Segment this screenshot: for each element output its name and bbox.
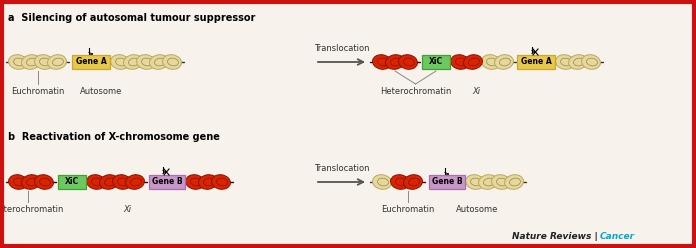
Ellipse shape <box>466 175 484 189</box>
Ellipse shape <box>86 175 105 189</box>
Text: Euchromatin: Euchromatin <box>381 205 435 214</box>
Ellipse shape <box>479 175 498 189</box>
Ellipse shape <box>150 55 168 69</box>
Ellipse shape <box>404 175 422 189</box>
Text: Nature Reviews |: Nature Reviews | <box>512 232 598 241</box>
FancyBboxPatch shape <box>149 175 185 189</box>
FancyBboxPatch shape <box>429 175 465 189</box>
Text: Heterochromatin: Heterochromatin <box>0 205 64 214</box>
Ellipse shape <box>495 55 514 69</box>
Ellipse shape <box>491 175 510 189</box>
Ellipse shape <box>212 175 230 189</box>
Text: Translocation: Translocation <box>314 44 370 53</box>
Text: Autosome: Autosome <box>456 205 498 214</box>
Text: a  Silencing of autosomal tumour suppressor: a Silencing of autosomal tumour suppress… <box>8 13 255 23</box>
Ellipse shape <box>186 175 205 189</box>
Ellipse shape <box>8 175 27 189</box>
Text: Cancer: Cancer <box>600 232 635 241</box>
Text: Gene A: Gene A <box>76 58 106 66</box>
Ellipse shape <box>35 55 54 69</box>
Ellipse shape <box>136 55 155 69</box>
FancyBboxPatch shape <box>422 55 450 69</box>
Text: Autosome: Autosome <box>80 87 122 96</box>
Text: Xi: Xi <box>123 205 131 214</box>
Ellipse shape <box>569 55 587 69</box>
Text: Heterochromatin: Heterochromatin <box>380 87 451 96</box>
Ellipse shape <box>372 175 391 189</box>
FancyBboxPatch shape <box>58 175 86 189</box>
Ellipse shape <box>505 175 523 189</box>
Ellipse shape <box>113 175 132 189</box>
Ellipse shape <box>111 55 129 69</box>
Text: Euchromatin: Euchromatin <box>11 87 65 96</box>
Ellipse shape <box>482 55 500 69</box>
Text: Gene B: Gene B <box>432 178 462 186</box>
Ellipse shape <box>47 55 66 69</box>
Text: Translocation: Translocation <box>314 164 370 173</box>
Text: XiC: XiC <box>429 58 443 66</box>
Ellipse shape <box>390 175 409 189</box>
Ellipse shape <box>124 55 143 69</box>
Text: b  Reactivation of X-chromosome gene: b Reactivation of X-chromosome gene <box>8 132 220 142</box>
FancyBboxPatch shape <box>72 55 110 69</box>
Ellipse shape <box>125 175 145 189</box>
Ellipse shape <box>35 175 54 189</box>
Ellipse shape <box>8 55 27 69</box>
Ellipse shape <box>450 55 469 69</box>
Ellipse shape <box>198 175 217 189</box>
Ellipse shape <box>386 55 404 69</box>
Ellipse shape <box>582 55 601 69</box>
Ellipse shape <box>22 175 40 189</box>
Text: Xi: Xi <box>472 87 480 96</box>
Ellipse shape <box>464 55 482 69</box>
Text: Gene B: Gene B <box>152 178 182 186</box>
Ellipse shape <box>372 55 391 69</box>
Ellipse shape <box>163 55 182 69</box>
Text: Gene A: Gene A <box>521 58 551 66</box>
Text: XiC: XiC <box>65 178 79 186</box>
Ellipse shape <box>555 55 574 69</box>
Ellipse shape <box>399 55 418 69</box>
Ellipse shape <box>22 55 40 69</box>
FancyBboxPatch shape <box>517 55 555 69</box>
Ellipse shape <box>100 175 118 189</box>
